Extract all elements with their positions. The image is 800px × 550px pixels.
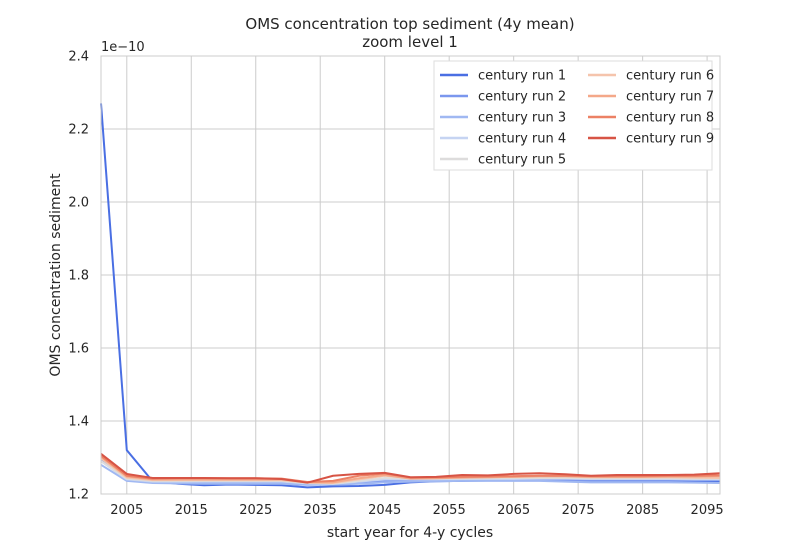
series-lines: [100, 103, 721, 489]
x-tick-label: 2025: [239, 503, 272, 518]
x-tick-label: 2005: [110, 503, 143, 518]
series-line-9: [100, 453, 721, 484]
legend-label-9: century run 9: [626, 132, 714, 147]
x-tick-label: 2045: [368, 503, 401, 518]
chart-subtitle: zoom level 1: [362, 33, 458, 51]
tick-labels: 2005 2015 2025 2035 2045 2055 2065 2075 2085 2095…: [68, 50, 723, 519]
x-tick-label: 2035: [304, 503, 337, 518]
x-tick-label: 2055: [433, 503, 466, 518]
x-tick-label: 2015: [175, 503, 208, 518]
legend-label-7: century run 7: [626, 90, 714, 105]
y-tick-label: 2.0: [68, 196, 89, 211]
legend-label-1: century run 1: [478, 69, 566, 84]
x-tick-label: 2065: [497, 503, 530, 518]
x-tick-label: 2075: [562, 503, 595, 518]
y-tick-label: 1.8: [68, 269, 89, 284]
y-tick-label: 1.6: [68, 342, 89, 357]
legend-label-2: century run 2: [478, 90, 566, 105]
legend-label-6: century run 6: [626, 69, 714, 84]
series-line-3: [100, 463, 721, 486]
legend-label-4: century run 4: [478, 132, 566, 147]
legend-label-8: century run 8: [626, 111, 714, 126]
y-scale-label: 1e−10: [101, 40, 145, 55]
legend: century run 1 century run 2 century run 3 c…: [433, 60, 714, 171]
legend-box: [433, 60, 713, 171]
plot-frame: [100, 55, 721, 495]
y-tick-label: 2.2: [68, 123, 89, 138]
x-tick-label: 2085: [626, 503, 659, 518]
y-tick-label: 2.4: [68, 50, 89, 65]
y-tick-label: 1.2: [68, 488, 89, 503]
legend-label-5: century run 5: [478, 153, 566, 168]
x-axis-label: start year for 4-y cycles: [327, 525, 493, 541]
chart-title: OMS concentration top sediment (4y mean): [245, 15, 574, 33]
y-tick-label: 1.4: [68, 415, 89, 430]
x-tick-label: 2095: [691, 503, 724, 518]
y-axis-label: OMS concentration sediment: [48, 173, 64, 377]
legend-label-3: century run 3: [478, 111, 566, 126]
